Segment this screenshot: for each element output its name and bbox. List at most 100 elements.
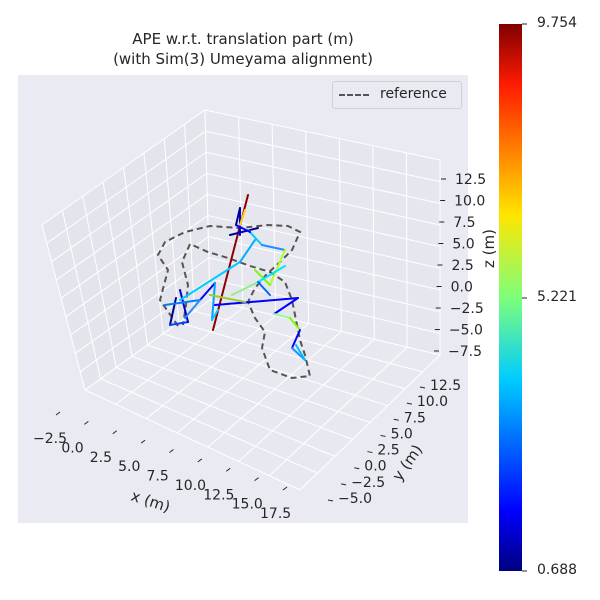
- trajectory-segment: [179, 261, 241, 301]
- x-tick-label: 2.5: [90, 450, 112, 466]
- grid-line: [46, 130, 206, 244]
- trajectory-segment: [289, 317, 301, 331]
- x-tick-mark: [84, 420, 89, 425]
- grid-line: [82, 196, 117, 368]
- trajectory-segment: [239, 209, 246, 226]
- legend-label-reference: reference: [380, 86, 447, 102]
- z-tick-label: 12.5: [455, 172, 486, 188]
- y-tick-mark: [367, 451, 373, 454]
- grid-line: [207, 215, 441, 269]
- grid-line: [207, 331, 342, 448]
- grid-line: [206, 172, 441, 226]
- y-tick-mark: [406, 402, 412, 405]
- z-tick-label: 0.0: [451, 280, 473, 296]
- grid-line: [194, 310, 423, 373]
- x-tick-mark: [254, 477, 259, 482]
- grid-line: [305, 131, 310, 324]
- grid-line: [143, 153, 164, 334]
- z-tick-label: 2.5: [452, 258, 474, 274]
- trajectory-segment: [169, 321, 189, 326]
- grid-line: [51, 151, 207, 263]
- z-axis-label: z (m): [480, 229, 498, 268]
- trajectory-segment: [235, 224, 251, 233]
- grid-line: [60, 194, 208, 299]
- y-tick-mark: [419, 386, 426, 389]
- floor-pane: [84, 299, 442, 491]
- trajectory-segment: [199, 282, 216, 301]
- trajectory-segment: [291, 329, 301, 349]
- x-tick-mark: [140, 439, 146, 444]
- grid-line: [163, 138, 180, 323]
- grid-line: [176, 323, 309, 434]
- chart-title-line2: (with Sim(3) Umeyama alignment): [113, 50, 373, 68]
- grid-line: [178, 322, 406, 390]
- x-tick-label: 10.0: [175, 478, 206, 494]
- x-tick-mark: [112, 430, 118, 435]
- x-tick-mark: [197, 458, 203, 463]
- trajectory-segment: [257, 281, 271, 296]
- trajectory-segment: [229, 227, 259, 236]
- grid-line: [116, 367, 336, 457]
- trajectory-segment: [269, 249, 286, 286]
- y-tick-mark: [380, 434, 386, 437]
- x-tick-label: 12.5: [203, 487, 234, 503]
- colorbar-label-max: 9.754: [537, 15, 578, 31]
- grid-line: [115, 307, 244, 405]
- grid-line: [208, 236, 441, 291]
- trajectory-segment: [254, 269, 271, 286]
- grid-line: [61, 210, 102, 379]
- x-tick-label: 5.0: [118, 459, 140, 475]
- grid-line: [372, 145, 375, 340]
- trajectory-segment: [273, 313, 291, 319]
- legend-swatch-reference: [339, 94, 369, 96]
- z-tick-label: −2.5: [450, 301, 484, 317]
- colorbar: [499, 24, 522, 571]
- z-tick-label: 5.0: [452, 237, 474, 253]
- grid-line: [56, 172, 207, 281]
- y-tick-mark: [393, 418, 399, 421]
- x-tick-mark: [225, 467, 231, 472]
- x-tick-mark: [282, 486, 288, 491]
- z-tick-label: 10.0: [454, 194, 485, 210]
- colorbar-label-mid: 5.221: [537, 289, 578, 305]
- y-tick-label: 12.5: [430, 378, 461, 394]
- x-tick-mark: [55, 411, 61, 416]
- y-tick-label: 0.0: [364, 459, 386, 475]
- trajectory-segment: [214, 297, 299, 306]
- grid-line: [271, 124, 277, 316]
- trajectory-segment: [257, 265, 286, 283]
- trajectory-segment: [164, 299, 201, 306]
- estimated-trajectory: [164, 194, 306, 361]
- y-tick-label: 10.0: [417, 394, 448, 410]
- trajectory-segment: [211, 282, 216, 321]
- x-tick-label: 17.5: [260, 506, 291, 522]
- grid-line: [405, 152, 408, 348]
- grid-line: [205, 130, 441, 183]
- x-tick-label: −2.5: [33, 431, 67, 447]
- y-tick-label: −5.0: [338, 491, 372, 507]
- trajectory-segment: [261, 244, 286, 251]
- x-tick-mark: [169, 449, 174, 453]
- legend: reference: [332, 81, 462, 109]
- x-tick-label: 0.0: [61, 440, 83, 456]
- x-tick-label: 15.0: [232, 497, 263, 513]
- grid-line: [184, 124, 195, 312]
- y-tick-label: 7.5: [404, 410, 426, 426]
- y-tick-mark: [354, 467, 360, 470]
- trajectory-segment: [239, 239, 256, 263]
- x-tick-label: 7.5: [147, 469, 169, 485]
- y-tick-label: −2.5: [351, 475, 385, 491]
- grid-line: [146, 315, 277, 419]
- reference-line: [156, 223, 312, 380]
- trajectory-segment: [231, 281, 259, 296]
- trajectory-segment: [184, 299, 201, 319]
- grid-line: [123, 167, 148, 346]
- x-tick-labels: −2.50.0 2.5 5.0 7.5 10.012.515.017.5: [33, 411, 291, 522]
- trajectory-segment: [295, 344, 306, 361]
- grid-line: [147, 344, 371, 423]
- trajectory-segment: [273, 297, 299, 315]
- trajectory-segment: [209, 294, 246, 303]
- grid-line: [338, 138, 342, 332]
- grid-line: [238, 338, 375, 462]
